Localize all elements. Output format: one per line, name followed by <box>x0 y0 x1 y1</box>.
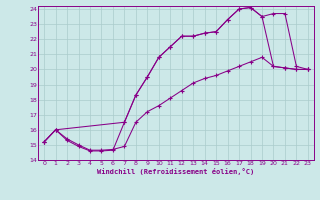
X-axis label: Windchill (Refroidissement éolien,°C): Windchill (Refroidissement éolien,°C) <box>97 168 255 175</box>
